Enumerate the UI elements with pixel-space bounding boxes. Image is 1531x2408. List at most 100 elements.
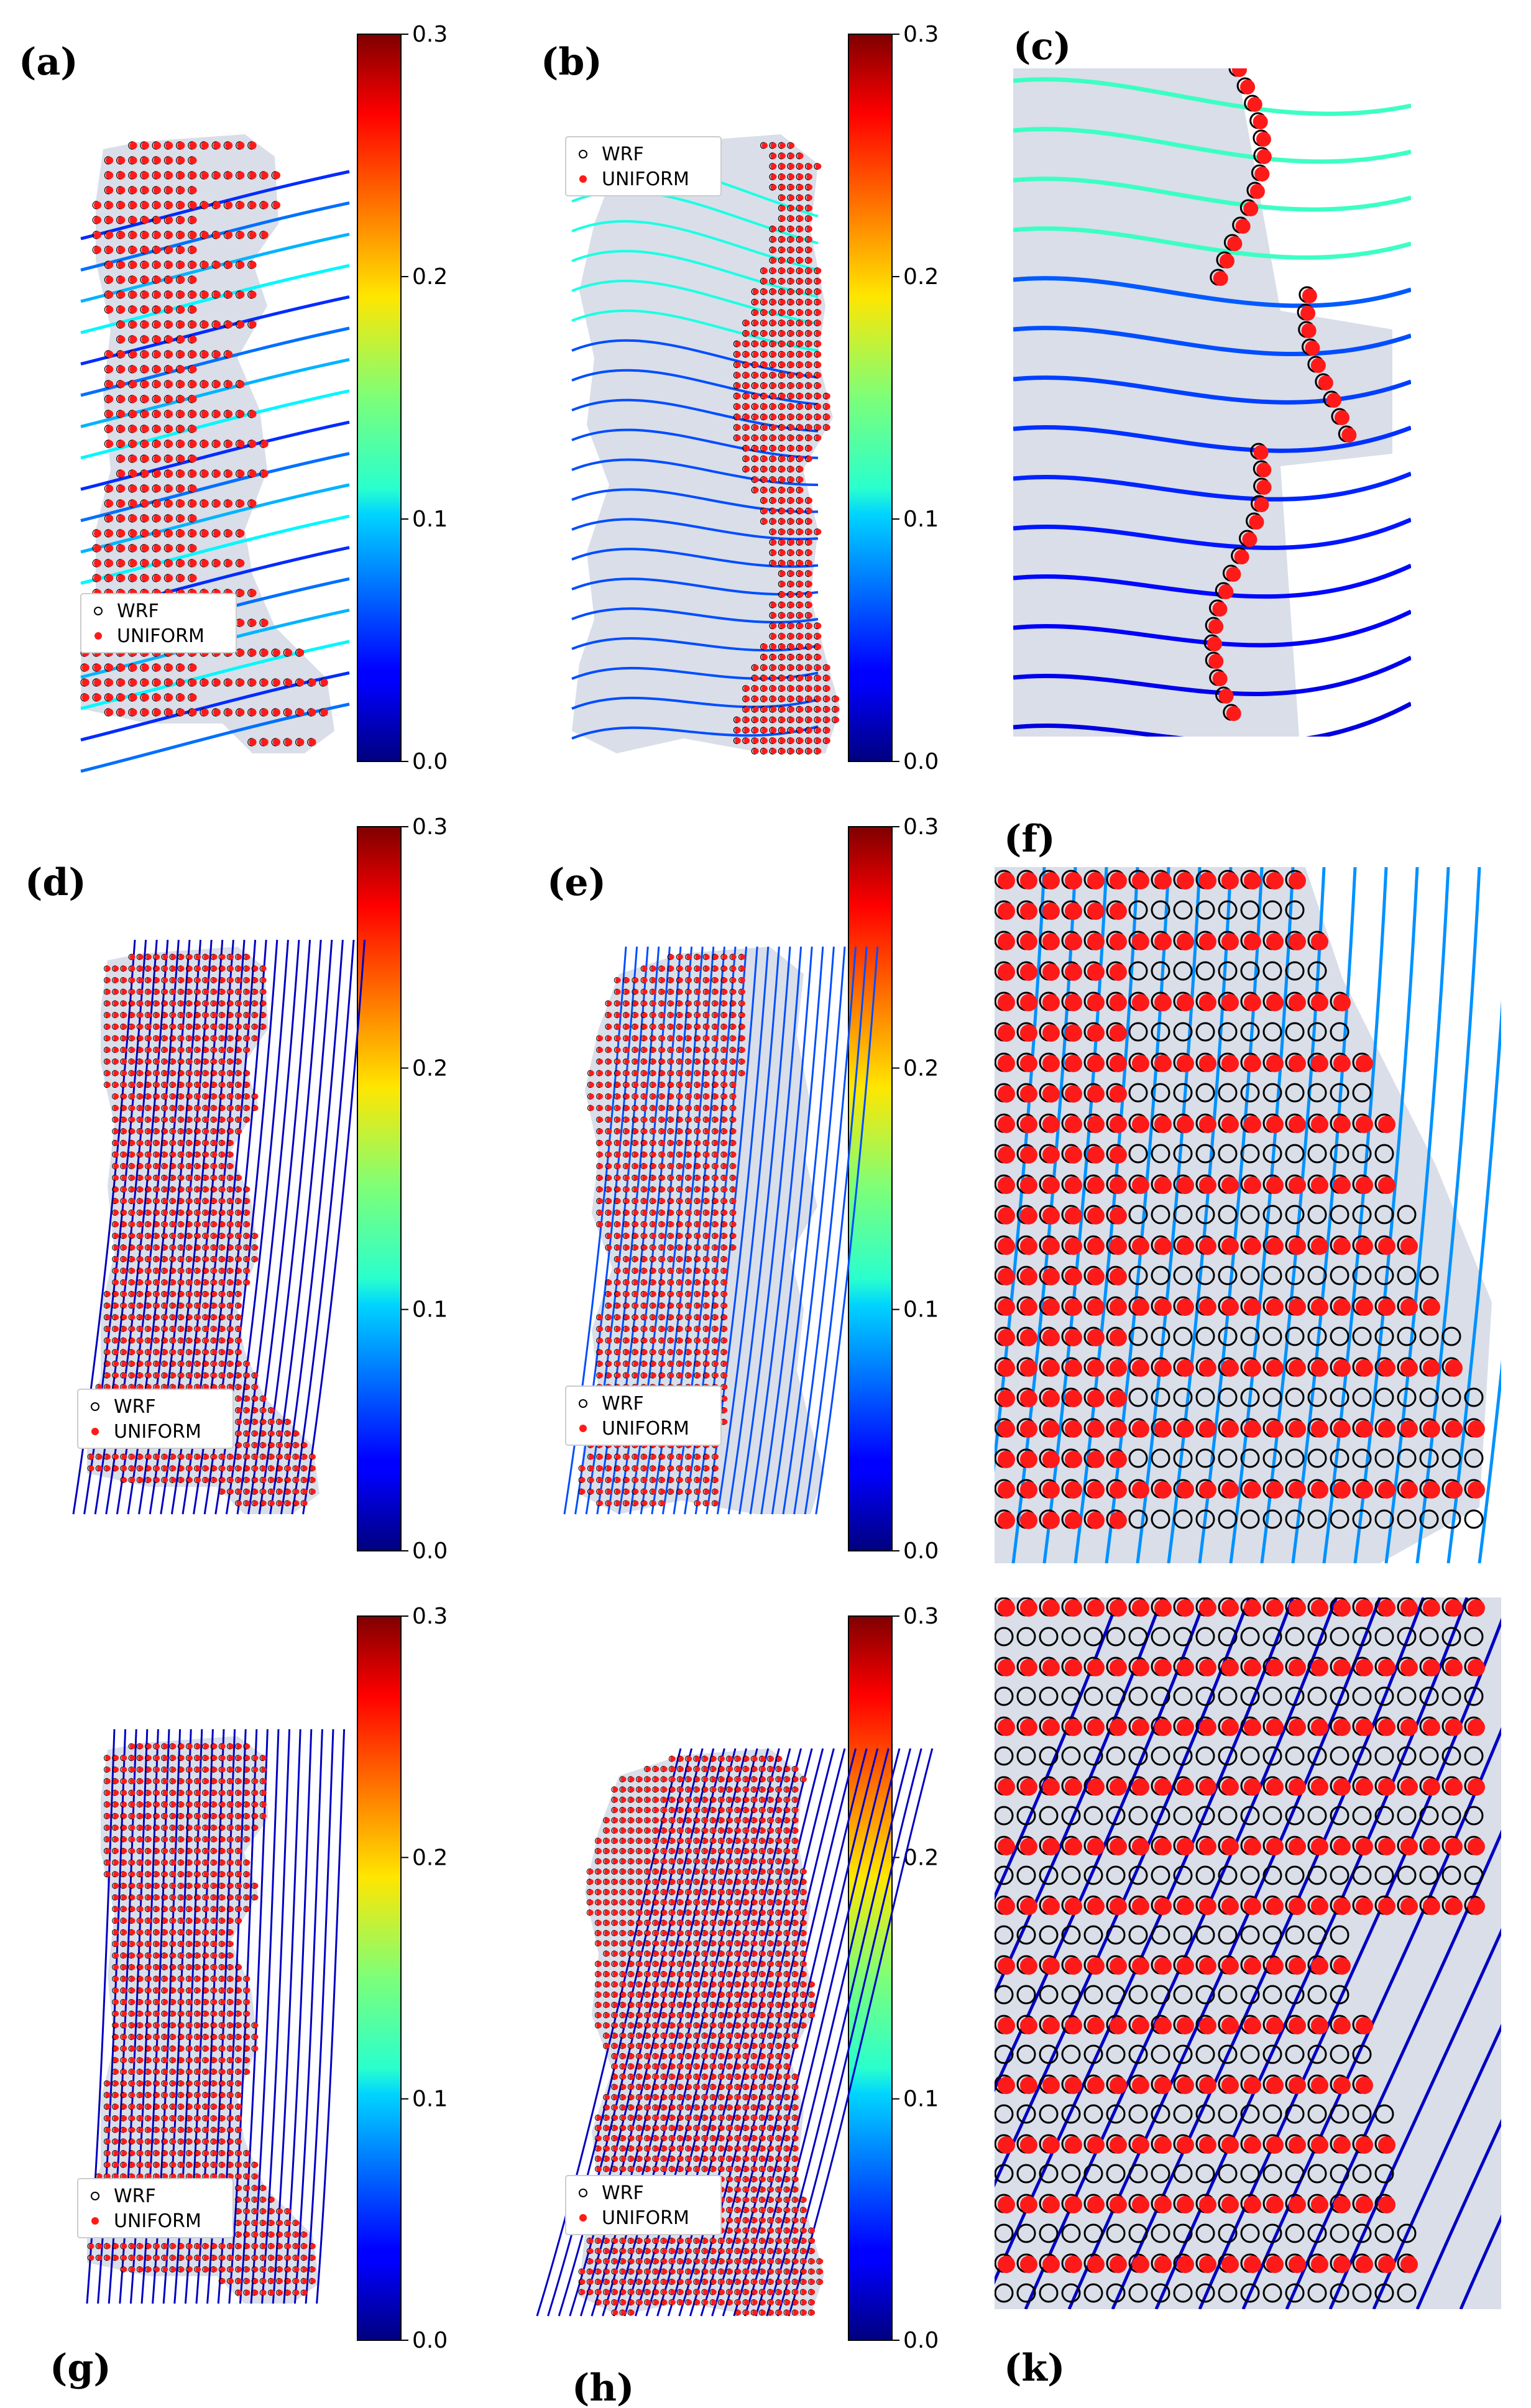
- uniform-point: [779, 685, 786, 692]
- uniform-point: [154, 709, 161, 716]
- uniform-point: [761, 706, 768, 712]
- uniform-point: [187, 1128, 193, 1134]
- uniform-point: [770, 508, 777, 514]
- uniform-point: [178, 1291, 185, 1297]
- uniform-point: [203, 1349, 209, 1355]
- uniform-point: [137, 1116, 144, 1123]
- uniform-point: [211, 1477, 218, 1483]
- uniform-point: [162, 989, 168, 995]
- uniform-point: [165, 500, 173, 507]
- uniform-point: [219, 965, 226, 972]
- uniform-point: [228, 1454, 234, 1459]
- streamline: [247, 939, 311, 1515]
- uniform-point: [162, 1291, 168, 1297]
- uniform-point: [686, 1116, 692, 1123]
- uniform-point: [735, 362, 741, 368]
- uniform-point: [96, 1465, 103, 1471]
- uniform-point: [788, 581, 795, 587]
- uniform-point: [203, 1047, 209, 1053]
- uniform-point: [244, 1116, 251, 1123]
- legend-wrf-label: WRF: [114, 1396, 156, 1418]
- uniform-point: [624, 1233, 630, 1239]
- uniform-point: [624, 1279, 630, 1285]
- uniform-point: [154, 1372, 160, 1379]
- uniform-point: [743, 456, 750, 462]
- uniform-point: [203, 1093, 209, 1100]
- uniform-point: [137, 1059, 144, 1065]
- uniform-point: [121, 1198, 127, 1204]
- uniform-point: [236, 1407, 242, 1413]
- uniform-point: [165, 410, 173, 418]
- uniform-point: [189, 664, 197, 671]
- uniform-point: [788, 602, 795, 609]
- uniform-point: [722, 1338, 728, 1343]
- uniform-point: [252, 1036, 259, 1041]
- uniform-point: [94, 574, 101, 582]
- uniform-point: [165, 365, 173, 373]
- uniform-point: [162, 1303, 168, 1308]
- uniform-point: [117, 336, 126, 343]
- uniform-point: [228, 1233, 234, 1239]
- uniform-point: [201, 291, 209, 298]
- uniform-point: [141, 530, 149, 537]
- uniform-point: [211, 1036, 218, 1041]
- uniform-point: [824, 706, 830, 712]
- uniform-point: [129, 336, 137, 343]
- uniform-point: [815, 654, 822, 660]
- uniform-point: [660, 1082, 666, 1088]
- uniform-point: [113, 1256, 119, 1262]
- uniform-point: [154, 1000, 160, 1006]
- uniform-point: [129, 1372, 136, 1379]
- uniform-point: [244, 1419, 251, 1425]
- uniform-point: [273, 649, 280, 656]
- uniform-point: [141, 142, 149, 149]
- uniform-point: [141, 201, 149, 209]
- uniform-point: [165, 201, 173, 209]
- uniform-point: [713, 1221, 719, 1227]
- uniform-point: [1213, 271, 1228, 286]
- uniform-point: [117, 216, 126, 224]
- uniform-point: [815, 330, 822, 337]
- uniform-point: [633, 1279, 639, 1285]
- uniform-point: [722, 1059, 728, 1065]
- uniform-point: [651, 1116, 656, 1123]
- uniform-point: [228, 1198, 234, 1204]
- uniform-point: [641, 1140, 648, 1146]
- uniform-point: [624, 1116, 630, 1123]
- uniform-point: [129, 1198, 136, 1204]
- uniform-point: [195, 1128, 201, 1134]
- uniform-point: [252, 1430, 259, 1436]
- uniform-point: [678, 1372, 683, 1379]
- uniform-point: [201, 261, 209, 269]
- uniform-point: [170, 1314, 177, 1320]
- uniform-point: [244, 1395, 251, 1402]
- uniform-point: [606, 1116, 612, 1123]
- uniform-point: [117, 694, 126, 701]
- uniform-point: [704, 1152, 710, 1157]
- uniform-point: [798, 508, 804, 514]
- uniform-point: [211, 1093, 218, 1100]
- streamline: [571, 518, 819, 541]
- uniform-point: [252, 1244, 259, 1251]
- uniform-point: [117, 574, 126, 582]
- uniform-point: [106, 500, 114, 507]
- uniform-point: [824, 414, 830, 420]
- uniform-point: [798, 278, 804, 285]
- uniform-point: [178, 1465, 185, 1471]
- uniform-point: [788, 195, 795, 201]
- uniform-point: [660, 1326, 666, 1332]
- uniform-point: [798, 518, 804, 525]
- uniform-point: [121, 1070, 127, 1076]
- uniform-point: [113, 965, 119, 972]
- uniform-point: [137, 1105, 144, 1111]
- uniform-point: [177, 470, 185, 477]
- uniform-point: [753, 434, 759, 441]
- uniform-point: [641, 1256, 648, 1262]
- uniform-point: [244, 1279, 251, 1285]
- uniform-point: [177, 380, 185, 388]
- uniform-point: [137, 1256, 144, 1262]
- uniform-point: [117, 186, 126, 194]
- uniform-point: [695, 989, 701, 995]
- uniform-point: [730, 1163, 737, 1169]
- uniform-point: [213, 559, 221, 567]
